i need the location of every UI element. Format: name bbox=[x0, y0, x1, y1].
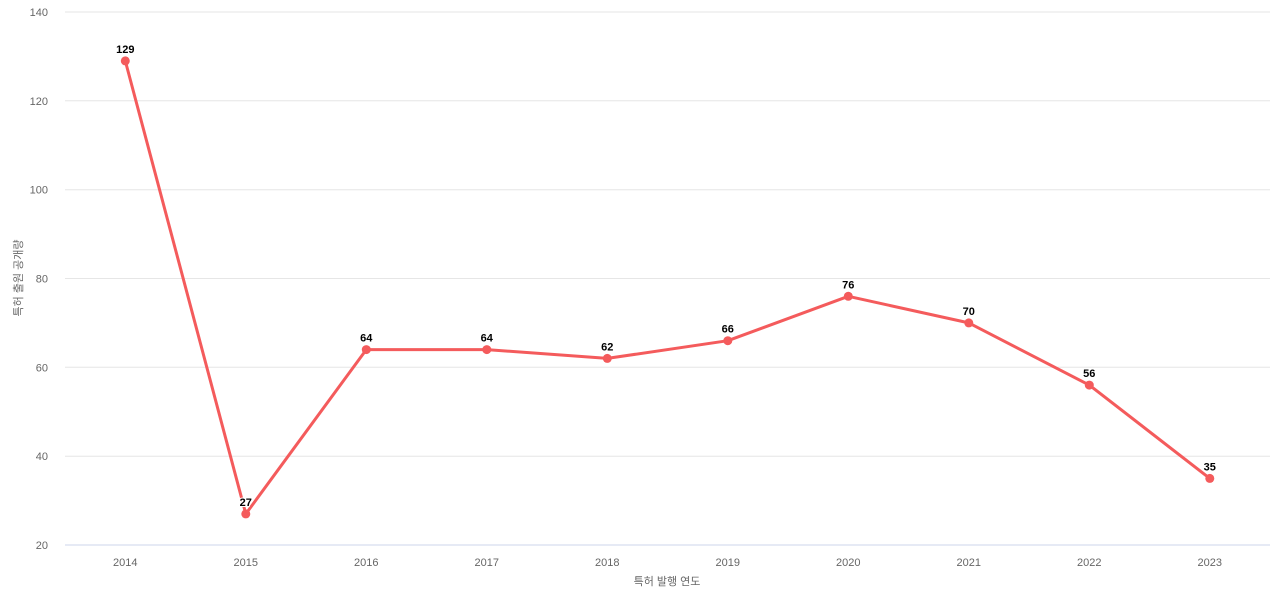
data-point-label: 76 bbox=[842, 279, 854, 291]
y-tick-label: 100 bbox=[30, 185, 48, 197]
x-tick-label: 2015 bbox=[234, 557, 258, 569]
y-tick-label: 20 bbox=[36, 540, 48, 552]
data-point-marker[interactable] bbox=[964, 318, 974, 328]
y-axis-title: 특허 출원 공개량 bbox=[13, 239, 25, 317]
data-point-label: 66 bbox=[722, 324, 734, 336]
data-point-label: 27 bbox=[240, 497, 252, 509]
data-point-marker[interactable] bbox=[482, 345, 492, 355]
data-point-label: 35 bbox=[1204, 461, 1216, 473]
x-tick-label: 2019 bbox=[716, 557, 740, 569]
y-tick-label: 140 bbox=[30, 7, 48, 19]
x-tick-label: 2018 bbox=[595, 557, 619, 569]
data-point-marker[interactable] bbox=[723, 336, 733, 346]
x-axis-title: 특허 발행 연도 bbox=[633, 576, 701, 588]
data-point-label: 62 bbox=[601, 341, 613, 353]
data-point-marker[interactable] bbox=[843, 291, 853, 301]
x-tick-label: 2017 bbox=[475, 557, 499, 569]
data-point-marker[interactable] bbox=[361, 345, 371, 355]
data-point-label: 64 bbox=[481, 333, 494, 345]
series-line bbox=[123, 59, 1212, 516]
data-point-marker[interactable] bbox=[602, 353, 612, 363]
data-point-marker[interactable] bbox=[1084, 380, 1094, 390]
x-tick-label: 2021 bbox=[957, 557, 981, 569]
y-tick-label: 120 bbox=[30, 96, 48, 108]
data-point-marker[interactable] bbox=[120, 56, 130, 66]
data-point-label: 129 bbox=[116, 44, 134, 56]
x-tick-label: 2022 bbox=[1077, 557, 1101, 569]
x-tick-label: 2020 bbox=[836, 557, 860, 569]
data-point-label: 56 bbox=[1083, 368, 1095, 380]
y-tick-label: 40 bbox=[36, 451, 48, 463]
x-tick-label: 2023 bbox=[1198, 557, 1222, 569]
data-point-label: 64 bbox=[360, 333, 373, 345]
y-tick-label: 80 bbox=[36, 274, 48, 286]
x-tick-label: 2016 bbox=[354, 557, 378, 569]
x-tick-label: 2014 bbox=[113, 557, 137, 569]
data-point-marker[interactable] bbox=[241, 509, 251, 519]
data-point-label: 70 bbox=[963, 306, 975, 318]
data-point-marker[interactable] bbox=[1205, 473, 1215, 483]
y-tick-label: 60 bbox=[36, 362, 48, 374]
